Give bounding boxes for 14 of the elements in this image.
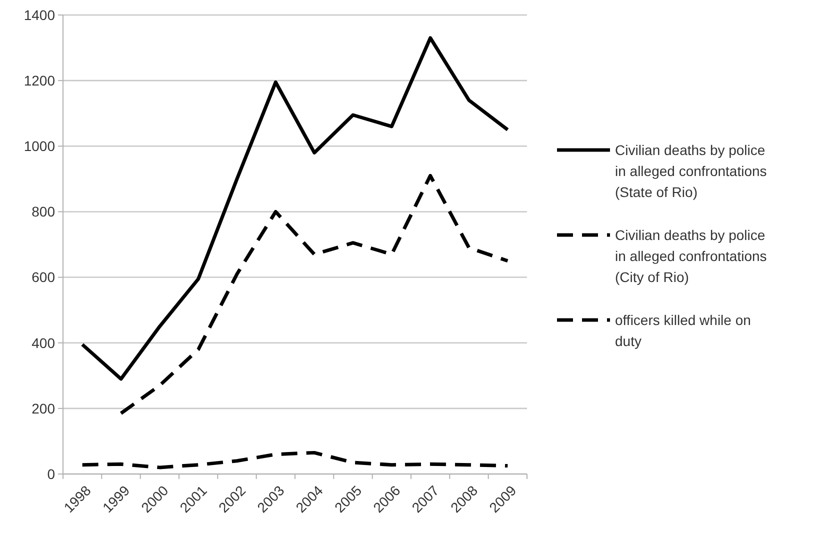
y-tick-label: 1400 — [24, 6, 56, 23]
y-tick-label: 800 — [32, 204, 56, 220]
line-series — [80, 36, 510, 381]
legend-label: Civilian deaths by police in alleged confrontations (State of Rio) — [615, 142, 767, 200]
legend-label: officers killed while on duty — [615, 312, 751, 349]
y-tick-label: 200 — [32, 400, 56, 416]
y-tick-label: 1200 — [24, 72, 56, 88]
line-series — [119, 174, 510, 416]
line-series — [80, 450, 510, 470]
y-tick-label: 400 — [32, 334, 56, 351]
y-tick-label: 0 — [47, 466, 56, 482]
y-tick-label: 1000 — [24, 138, 56, 154]
legend-label: Civilian deaths by police in alleged confrontations (City of Rio) — [615, 226, 767, 285]
y-tick-label: 600 — [32, 269, 56, 286]
